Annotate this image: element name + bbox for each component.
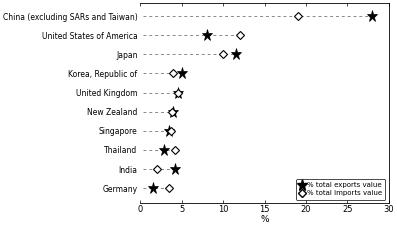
X-axis label: %: % <box>260 215 269 224</box>
Legend: % total exports value, % total imports value: % total exports value, % total imports v… <box>297 179 385 200</box>
